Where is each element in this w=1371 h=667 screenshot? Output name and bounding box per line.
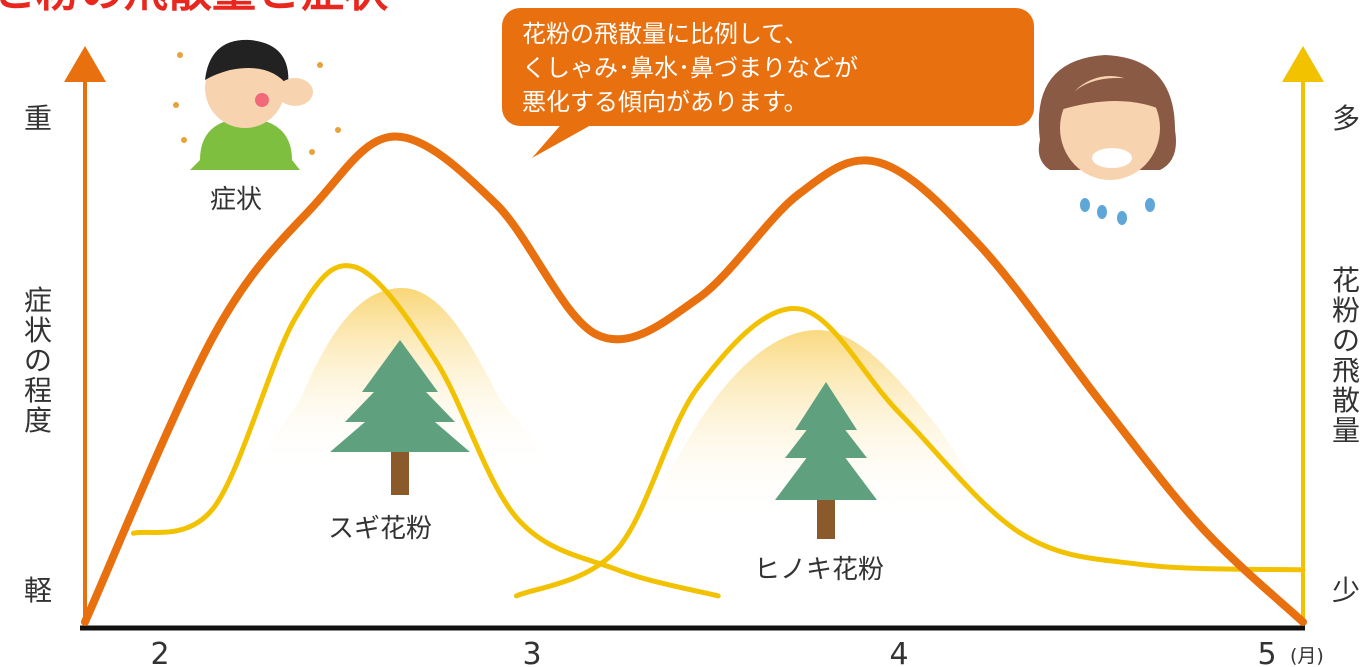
sneezing-woman-illustration	[1038, 55, 1176, 225]
callout-line-1: 花粉の飛散量に比例して、	[522, 20, 808, 48]
left-axis-top-label: 重	[24, 102, 52, 135]
x-tick-label: 4	[889, 637, 908, 667]
x-unit-label: (月)	[1290, 645, 1324, 667]
sugi-pollen-line	[130, 263, 721, 599]
left-axis-bottom-label: 軽	[24, 574, 52, 607]
callout-bubble: 花粉の飛散量に比例して、 くしゃみ･鼻水･鼻づまりなどが 悪化する傾向があります…	[502, 8, 1034, 158]
chart-title: と粉の飛散量と症状	[0, 0, 389, 17]
cypress-tree-icon	[775, 382, 877, 539]
right-axis-label-char: 花	[1332, 264, 1360, 297]
sugi-pollen-label: スギ花粉	[328, 514, 432, 544]
x-tick-label: 3	[522, 637, 541, 667]
left-axis-label-char: 程	[24, 374, 52, 407]
hinoki-pollen-line	[514, 306, 1306, 599]
right-axis-bottom-label: 少	[1332, 574, 1360, 607]
x-tick-label: 2	[150, 637, 169, 667]
left-axis-label-char: 症	[24, 284, 52, 317]
right-axis-label-char: の	[1332, 324, 1360, 357]
sneezing-boy-illustration	[173, 39, 341, 170]
right-axis-label-char: 量	[1332, 414, 1360, 447]
left-axis-label-char: 状	[24, 314, 52, 347]
left-axis-arrow	[64, 46, 106, 82]
right-axis-top-label: 多	[1332, 102, 1360, 135]
cedar-tree-icon	[330, 340, 470, 495]
right-axis-label-char: 粉	[1332, 294, 1360, 327]
right-axis-label-char: 飛	[1332, 354, 1360, 387]
left-axis-label-char: の	[24, 344, 52, 377]
hinoki-pollen-label: ヒノキ花粉	[754, 555, 884, 585]
right-axis-arrow	[1282, 46, 1324, 82]
callout-line-3: 悪化する傾向があります。	[522, 88, 808, 116]
right-axis-label-char: 散	[1332, 384, 1360, 417]
left-axis-label-char: 度	[24, 404, 52, 437]
symptom-line	[81, 132, 1307, 626]
callout-line-2: くしゃみ･鼻水･鼻づまりなどが	[522, 54, 858, 82]
symptom-label: 症状	[210, 185, 262, 215]
x-tick-label: 5	[1257, 637, 1276, 667]
